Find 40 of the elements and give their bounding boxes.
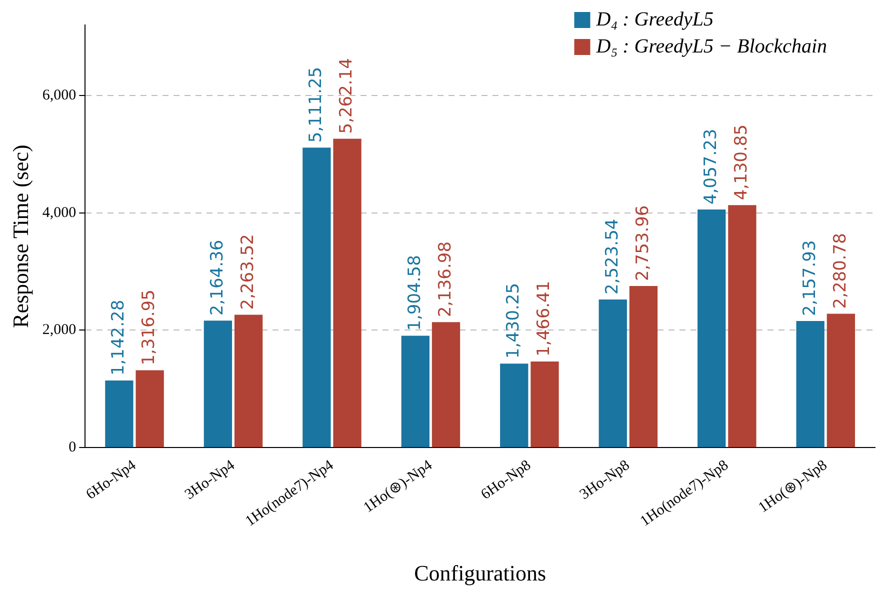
data-label: 2,136.98 <box>435 241 456 318</box>
y-tick-label: 0 <box>68 440 76 456</box>
bar <box>500 364 528 448</box>
legend-label: D₅ : GreedyL5 − Blockchain <box>595 35 828 58</box>
bar <box>234 314 263 448</box>
bar <box>432 322 460 448</box>
data-label: 5,111.25 <box>306 66 326 143</box>
bar <box>105 380 134 448</box>
bar <box>826 314 856 448</box>
bar <box>136 370 164 448</box>
x-axis-title: Configurations <box>414 560 546 586</box>
data-label: 2,523.54 <box>602 218 622 294</box>
data-label: 1,904.58 <box>404 255 425 331</box>
data-label: 2,157.93 <box>800 240 820 316</box>
data-label: 1,430.25 <box>504 282 524 359</box>
data-label: 1,142.28 <box>108 300 129 376</box>
bar <box>698 209 726 448</box>
y-tick-label: 2,000 <box>42 322 76 338</box>
legend-label: D₄ : GreedyL5 <box>595 8 714 30</box>
bar <box>204 320 232 448</box>
y-tick-label: 6,000 <box>42 87 76 104</box>
bar <box>333 138 362 448</box>
bar <box>598 299 627 448</box>
y-tick-label: 4,000 <box>42 204 76 221</box>
data-label: 5,262.14 <box>336 58 357 134</box>
bar <box>302 148 331 448</box>
bar <box>796 320 824 448</box>
data-label: 2,280.78 <box>830 233 850 309</box>
data-label: 1,316.95 <box>139 290 160 366</box>
y-axis-title: Response Time (sec) <box>8 144 33 328</box>
bar <box>629 286 658 448</box>
data-label: 2,263.52 <box>238 234 258 310</box>
data-label: 4,057.23 <box>701 128 722 204</box>
bar <box>401 336 430 448</box>
bar <box>530 362 559 448</box>
data-label: 2,164.36 <box>207 240 228 316</box>
bar <box>728 205 756 448</box>
data-label: 4,130.85 <box>732 124 752 200</box>
data-label: 2,753.96 <box>632 205 653 281</box>
data-label: 1,466.41 <box>534 280 554 357</box>
